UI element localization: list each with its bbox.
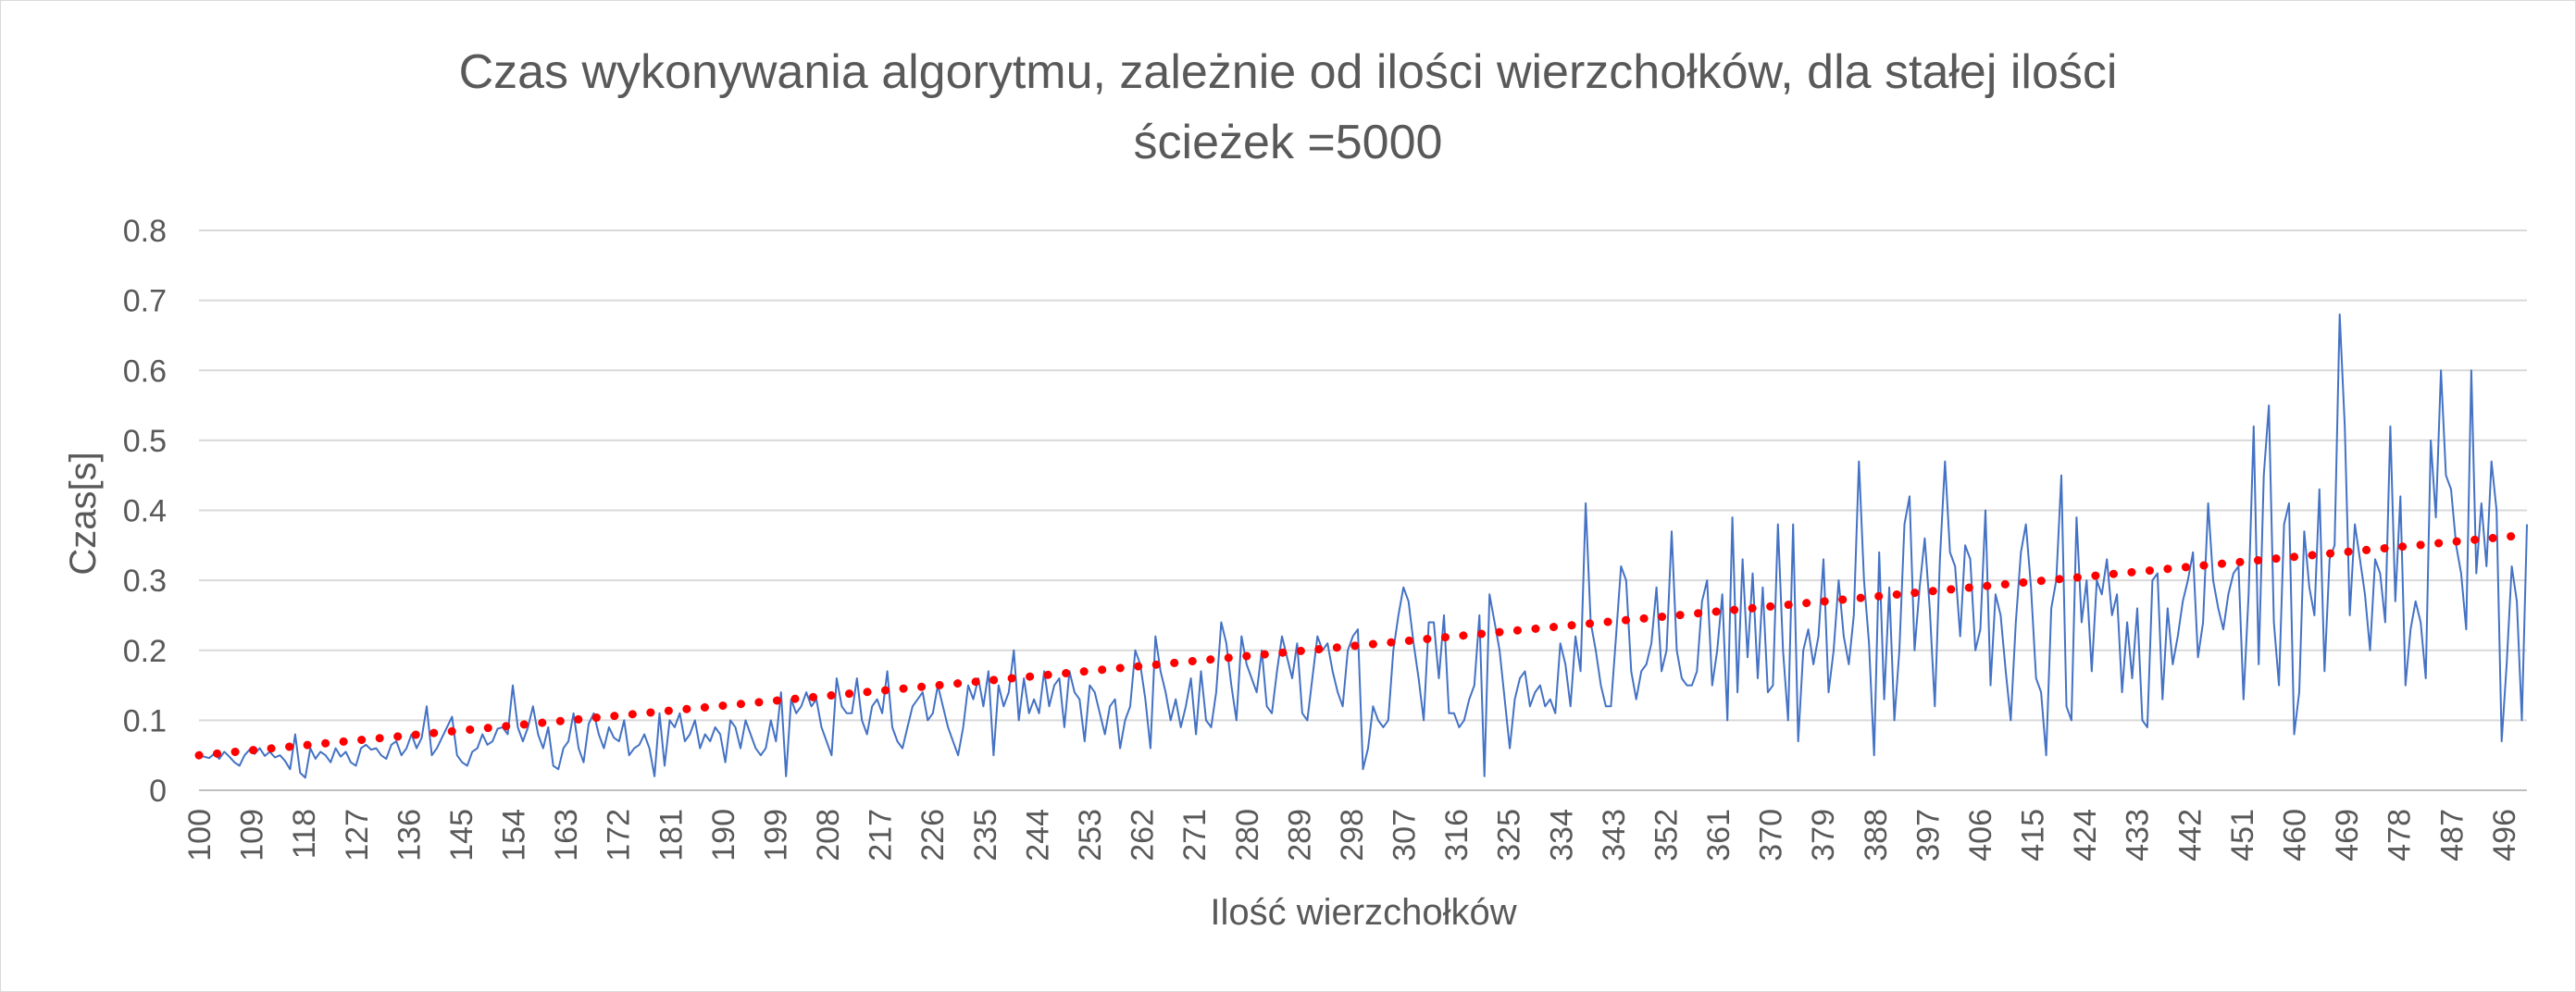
x-tick-label: 181: [653, 809, 689, 862]
x-tick-label: 460: [2278, 809, 2313, 862]
x-tick-label: 424: [2068, 809, 2103, 862]
y-tick-label: 0.4: [123, 494, 167, 529]
x-tick-label: 451: [2225, 809, 2260, 862]
x-tick-label: 316: [1439, 809, 1475, 862]
x-axis-label: Ilość wierzchołków: [1210, 892, 1516, 933]
x-tick-label: 217: [864, 809, 899, 862]
x-tick-label: 109: [235, 809, 270, 862]
x-tick-label: 100: [182, 809, 218, 862]
x-tick-label: 487: [2434, 809, 2470, 862]
x-tick-label: 226: [915, 809, 951, 862]
y-tick-label: 0.8: [123, 214, 167, 249]
x-tick-label: 379: [1806, 809, 1841, 862]
series-line: [198, 313, 2528, 779]
y-tick-label: 0.7: [123, 284, 167, 319]
y-tick-label: 0.2: [123, 634, 167, 669]
x-tick-label: 244: [1020, 809, 1055, 862]
chart-title: Czas wykonywania algorytmu, zależnie od …: [0, 37, 2576, 178]
x-tick-label: 136: [392, 809, 427, 862]
trendline: [194, 530, 2532, 760]
x-tick-label: 478: [2383, 809, 2418, 862]
x-tick-label: 442: [2172, 809, 2208, 862]
x-tick-label: 145: [444, 809, 479, 862]
series-layer: [198, 313, 2528, 779]
y-axis-label: Czas[s]: [63, 452, 104, 575]
trendline-layer: [194, 530, 2532, 760]
x-tick-label: 307: [1388, 809, 1423, 862]
chart-title-line-2: ścieżek =5000: [1133, 116, 1443, 169]
x-tick-label: 127: [340, 809, 375, 862]
x-tick-label: 118: [287, 809, 322, 859]
x-tick-label: 415: [2016, 809, 2051, 862]
x-tick-label: 262: [1126, 809, 1161, 862]
x-tick-label: 154: [497, 809, 532, 862]
x-tick-label: 469: [2330, 809, 2365, 862]
y-tick-label: 0: [149, 774, 167, 809]
x-tick-label: 352: [1649, 809, 1684, 862]
x-tick-label: 199: [758, 809, 793, 862]
gridlines: [199, 229, 2527, 791]
x-tick-label: 190: [706, 809, 741, 862]
x-tick-label: 172: [602, 809, 637, 862]
x-tick-label: 163: [549, 809, 584, 862]
x-tick-label: 235: [968, 809, 1003, 862]
x-tick-label: 496: [2487, 809, 2522, 862]
x-tick-label: 271: [1177, 809, 1213, 862]
y-tick-label: 0.5: [123, 424, 167, 459]
x-tick-label: 289: [1282, 809, 1317, 862]
x-tick-label: 208: [811, 809, 846, 862]
x-tick-label: 397: [1910, 809, 1946, 862]
x-tick-label: 280: [1230, 809, 1265, 862]
y-tick-label: 0.6: [123, 353, 167, 389]
y-tick-labels: 0 0.1 0.2 0.3 0.4 0.5 0.6 0.7 0.8: [123, 214, 167, 809]
y-tick-label: 0.3: [123, 564, 167, 599]
x-tick-label: 388: [1859, 809, 1894, 862]
x-tick-label: 361: [1701, 809, 1736, 862]
x-tick-labels: 100 109 118 127 136 145 154 163 172 181 190 199 208 2…: [182, 809, 2522, 862]
x-tick-label: 406: [1963, 809, 1998, 862]
x-tick-label: 253: [1073, 809, 1108, 862]
x-tick-label: 334: [1544, 809, 1579, 862]
x-tick-label: 298: [1335, 809, 1370, 862]
x-tick-label: 433: [2121, 809, 2156, 862]
y-tick-label: 0.1: [123, 703, 167, 738]
x-tick-label: 325: [1492, 809, 1527, 862]
x-tick-label: 370: [1754, 809, 1789, 862]
chart-title-line-1: Czas wykonywania algorytmu, zależnie od …: [458, 45, 2118, 99]
x-tick-label: 343: [1597, 809, 1632, 862]
